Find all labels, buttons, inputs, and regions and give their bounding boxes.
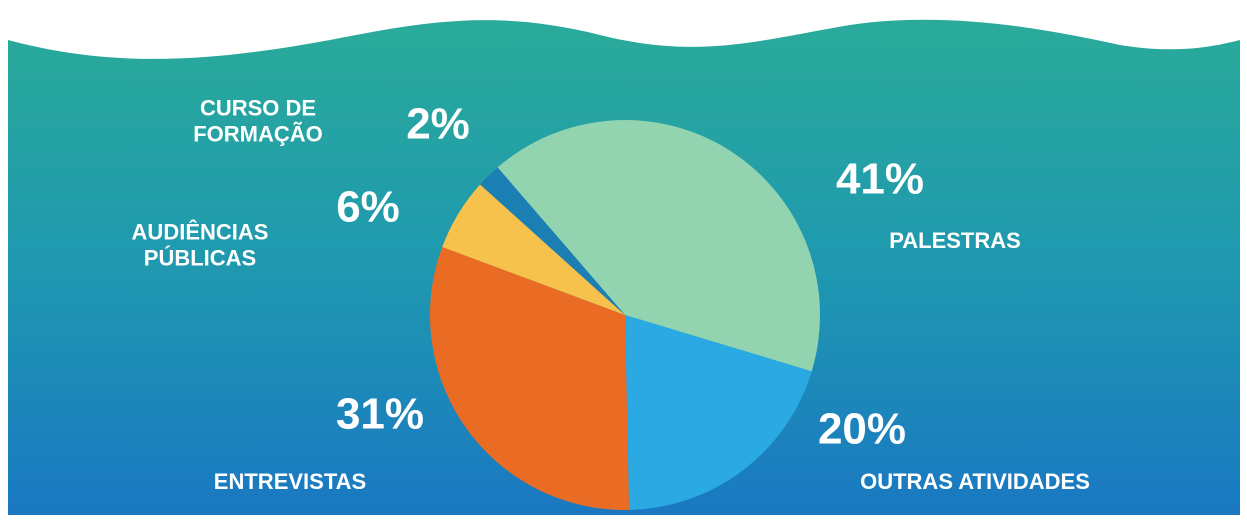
value-label: 41% xyxy=(835,154,925,204)
pie-slice xyxy=(442,184,625,315)
pie-slice xyxy=(497,120,821,372)
category-label: OUTRAS ATIVIDADES xyxy=(860,468,1090,494)
category-label: PALESTRAS xyxy=(889,227,1021,253)
value-label: 2% xyxy=(406,99,470,149)
pie-slice xyxy=(480,167,625,315)
pie-slice xyxy=(625,315,812,510)
value-label: 20% xyxy=(817,404,907,454)
category-label: CURSO DE FORMAÇÃO xyxy=(193,95,323,147)
pie-slice xyxy=(430,247,630,511)
value-label: 6% xyxy=(336,182,400,232)
value-label: 31% xyxy=(335,389,425,439)
category-label: ENTREVISTAS xyxy=(213,468,367,494)
category-label: AUDIÊNCIAS PÚBLICAS xyxy=(131,219,269,271)
